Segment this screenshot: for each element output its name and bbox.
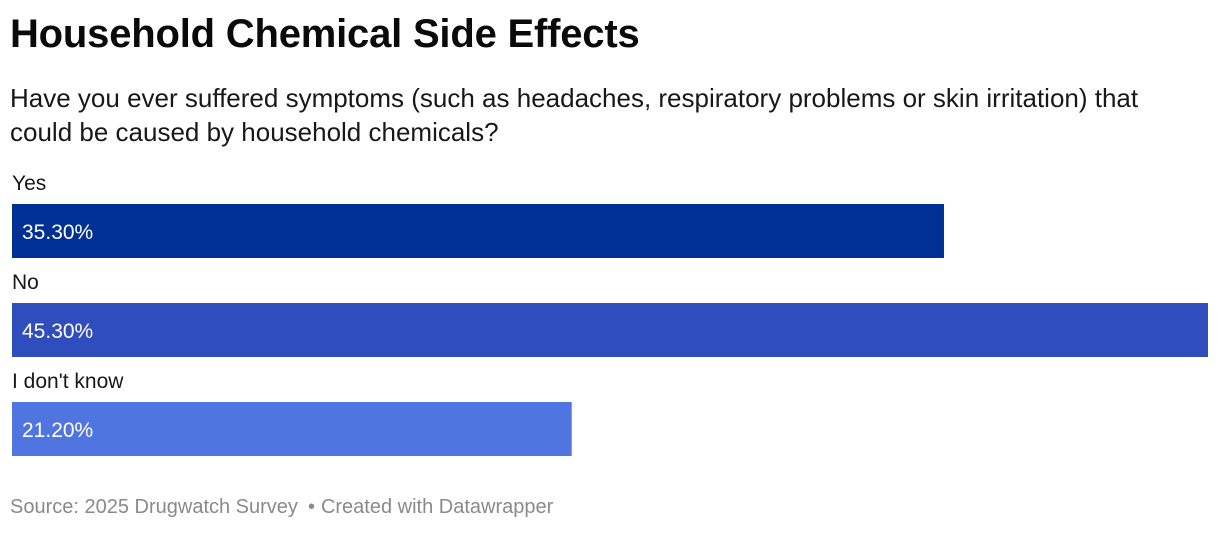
bar-no	[12, 303, 1208, 357]
value-label-yes: 35.30%	[22, 221, 93, 244]
footer: Source: 2025 Drugwatch Survey • Created wi…	[10, 496, 553, 519]
credit-link[interactable]: Created with Datawrapper	[320, 496, 554, 518]
footer-separator: •	[307, 496, 315, 518]
chart-subtitle: Have you ever suffered symptoms (such as…	[10, 83, 1139, 147]
bar-chart-svg: Yes 35.30% No 45.30% I don't know 21.20%	[12, 172, 1208, 456]
category-label-yes: Yes	[12, 172, 46, 195]
category-label-no: No	[12, 271, 39, 294]
value-label-no: 45.30%	[22, 320, 93, 343]
source-note: Source: 2025 Drugwatch Survey	[10, 496, 298, 518]
value-label-i-don-t-know: 21.20%	[22, 419, 93, 442]
chart-title: Household Chemical Side Effects	[10, 12, 640, 56]
bar-yes	[12, 204, 944, 258]
bar-i-don-t-know	[12, 402, 572, 456]
bar-chart: Yes 35.30% No 45.30% I don't know 21.20%	[12, 166, 1208, 466]
category-label-i-don-t-know: I don't know	[12, 370, 124, 393]
